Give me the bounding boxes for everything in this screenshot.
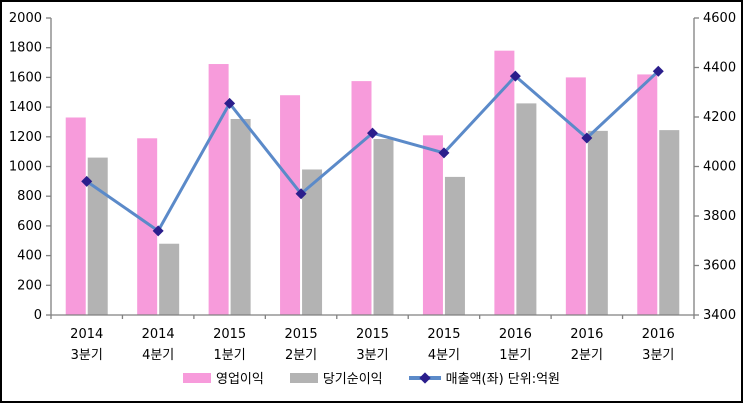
x-axis-label-quarter: 3분기 <box>356 348 388 363</box>
left-axis-tick-label: 1800 <box>9 41 42 56</box>
left-axis-tick-label: 800 <box>17 189 42 204</box>
right-axis-tick-label: 4600 <box>703 11 736 26</box>
x-axis-label-year: 2015 <box>356 327 389 342</box>
operating-profit-swatch <box>183 372 211 383</box>
net-profit-bar-4 <box>373 139 394 315</box>
right-axis-tick-label: 4200 <box>703 110 736 125</box>
revenue-label: 매출액(좌) 단위:억원 <box>445 372 560 387</box>
revenue-marker-2 <box>224 97 236 109</box>
x-axis-label-quarter: 2분기 <box>571 348 603 363</box>
net-profit-bar-8 <box>659 130 680 315</box>
operating-profit-bar-8 <box>637 74 658 316</box>
legend-item-revenue: 매출액(좌) 단위:억원 <box>408 368 560 387</box>
net-profit-label: 당기순이익 <box>322 372 383 387</box>
revenue-marker-0 <box>81 175 93 187</box>
net-profit-bar-3 <box>302 169 323 315</box>
x-axis-label-year: 2014 <box>142 327 175 342</box>
operating-profit-bar-4 <box>351 81 372 315</box>
net-profit-bar-0 <box>87 157 108 315</box>
left-axis-tick-label: 2000 <box>9 11 42 26</box>
x-axis-label-year: 2016 <box>499 327 532 342</box>
x-axis-label-quarter: 4분기 <box>142 348 174 363</box>
right-axis-tick-label: 3400 <box>703 308 736 323</box>
right-axis-tick-label: 3600 <box>703 259 736 274</box>
x-axis-label-year: 2015 <box>213 327 246 342</box>
right-axis-tick-label: 4400 <box>703 61 736 76</box>
operating-profit-bar-5 <box>422 135 443 315</box>
chart-legend: 영업이익 당기순이익 매출액(좌) 단위:억원 <box>2 368 741 387</box>
left-axis-tick-label: 600 <box>17 219 42 234</box>
left-axis-tick-label: 200 <box>17 278 42 293</box>
x-axis-label-quarter: 2분기 <box>285 348 317 363</box>
operating-profit-bar-6 <box>494 50 515 316</box>
legend-item-operating-profit: 영업이익 <box>183 368 264 387</box>
revenue-marker-8 <box>652 65 664 77</box>
x-axis-label-year: 2016 <box>642 327 675 342</box>
revenue-marker-4 <box>367 127 378 139</box>
x-axis-label-year: 2015 <box>427 327 460 342</box>
x-axis-label-year: 2014 <box>70 327 103 342</box>
operating-profit-label: 영업이익 <box>216 372 264 387</box>
x-axis-label-year: 2015 <box>285 327 318 342</box>
chart-svg: 0 200 400 600 800 1000 1200 1400 1600 1800 2000 340… <box>9 11 736 363</box>
x-axis-label-quarter: 3분기 <box>642 348 674 363</box>
operating-profit-bar-2 <box>208 64 229 315</box>
net-profit-swatch <box>289 372 318 383</box>
revenue-marker-1 <box>152 225 164 237</box>
net-profit-bar-1 <box>159 243 180 315</box>
net-profit-bar-2 <box>230 118 251 315</box>
operating-profit-bar-1 <box>137 138 158 315</box>
net-profit-bar-7 <box>587 130 608 315</box>
revenue-marker-5 <box>438 147 450 159</box>
revenue-line-sample <box>408 371 441 384</box>
revenue-marker-7 <box>581 132 593 144</box>
left-axis-tick-label: 1600 <box>9 70 42 85</box>
left-axis-tick-label: 1200 <box>9 130 42 145</box>
revenue-diamond-icon <box>418 371 431 384</box>
operating-profit-bar-0 <box>65 117 86 316</box>
left-axis-tick-label: 1000 <box>9 160 42 175</box>
operating-profit-bar-3 <box>280 95 301 315</box>
right-axis-tick-label: 4000 <box>703 160 736 175</box>
revenue-marker-3 <box>295 188 307 200</box>
x-axis-label-year: 2016 <box>570 327 603 342</box>
x-axis-label-quarter: 1분기 <box>214 348 246 363</box>
x-axis-label-quarter: 4분기 <box>428 348 460 363</box>
net-profit-bar-6 <box>516 103 537 315</box>
net-profit-bar-5 <box>444 176 465 315</box>
x-axis-label-quarter: 3분기 <box>71 348 103 363</box>
left-axis-tick-label: 0 <box>34 308 42 323</box>
left-axis-tick-label: 400 <box>17 249 42 264</box>
right-axis-tick-label: 3800 <box>703 209 736 224</box>
operating-profit-bar-7 <box>565 77 586 316</box>
legend-item-net-profit: 당기순이익 <box>289 368 383 387</box>
x-axis-label-quarter: 1분기 <box>499 348 531 363</box>
left-axis-tick-label: 1400 <box>9 100 42 115</box>
revenue-marker-6 <box>509 70 521 82</box>
